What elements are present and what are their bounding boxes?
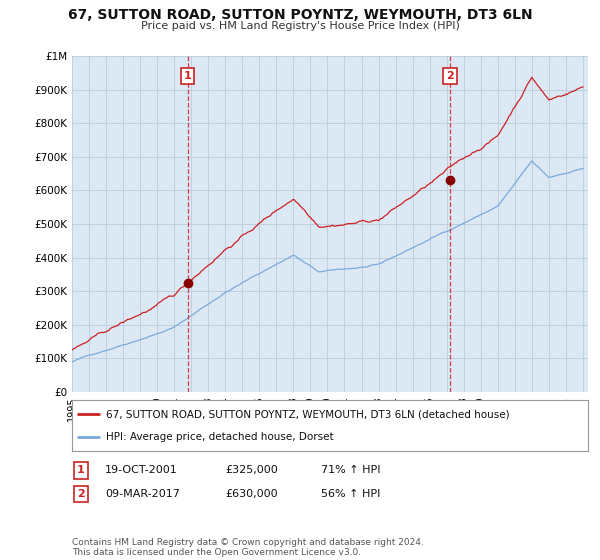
Text: 09-MAR-2017: 09-MAR-2017	[105, 489, 180, 499]
Text: Price paid vs. HM Land Registry's House Price Index (HPI): Price paid vs. HM Land Registry's House …	[140, 21, 460, 31]
Text: 2: 2	[77, 489, 85, 499]
Text: 67, SUTTON ROAD, SUTTON POYNTZ, WEYMOUTH, DT3 6LN: 67, SUTTON ROAD, SUTTON POYNTZ, WEYMOUTH…	[68, 8, 532, 22]
Text: 67, SUTTON ROAD, SUTTON POYNTZ, WEYMOUTH, DT3 6LN (detached house): 67, SUTTON ROAD, SUTTON POYNTZ, WEYMOUTH…	[106, 409, 509, 419]
Text: 19-OCT-2001: 19-OCT-2001	[105, 465, 178, 475]
Text: 71% ↑ HPI: 71% ↑ HPI	[321, 465, 380, 475]
Text: Contains HM Land Registry data © Crown copyright and database right 2024.
This d: Contains HM Land Registry data © Crown c…	[72, 538, 424, 557]
Text: £630,000: £630,000	[225, 489, 278, 499]
Text: 1: 1	[184, 71, 191, 81]
Text: 1: 1	[77, 465, 85, 475]
Text: 56% ↑ HPI: 56% ↑ HPI	[321, 489, 380, 499]
Text: £325,000: £325,000	[225, 465, 278, 475]
Text: HPI: Average price, detached house, Dorset: HPI: Average price, detached house, Dors…	[106, 432, 333, 442]
Text: 2: 2	[446, 71, 454, 81]
